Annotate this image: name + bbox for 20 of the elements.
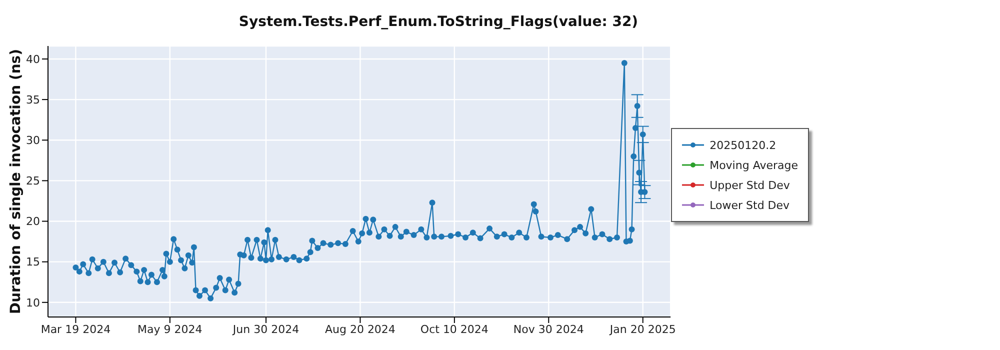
y-tick-label: 20 <box>26 215 40 228</box>
legend-label: 20250120.2 <box>710 138 776 152</box>
legend-label: Upper Std Dev <box>710 178 790 192</box>
x-tick-label: Oct 10 2024 <box>420 322 488 336</box>
y-tick-label: 25 <box>26 174 40 188</box>
y-tick-label: 10 <box>26 296 40 310</box>
x-tick-label: May 9 2024 <box>138 322 202 336</box>
y-axis-title: Duration of single invocation (ns) <box>8 48 24 314</box>
x-tick-label: Jun 30 2024 <box>232 322 300 336</box>
legend-label: Moving Average <box>710 158 798 172</box>
x-tick-label: Mar 19 2024 <box>40 322 111 336</box>
y-tick-label: 30 <box>26 134 40 148</box>
y-tick-label: 40 <box>26 52 40 66</box>
chart-title: System.Tests.Perf_Enum.ToString_Flags(value: 32) <box>238 14 640 30</box>
x-tick-label: Jan 20 2025 <box>608 322 676 336</box>
legend-label: Lower Std Dev <box>710 198 790 212</box>
y-tick-label: 35 <box>26 93 40 106</box>
x-tick-label: Aug 20 2024 <box>324 322 396 336</box>
x-tick-label: Nov 30 2024 <box>513 322 584 336</box>
y-tick-label: 15 <box>26 256 40 269</box>
